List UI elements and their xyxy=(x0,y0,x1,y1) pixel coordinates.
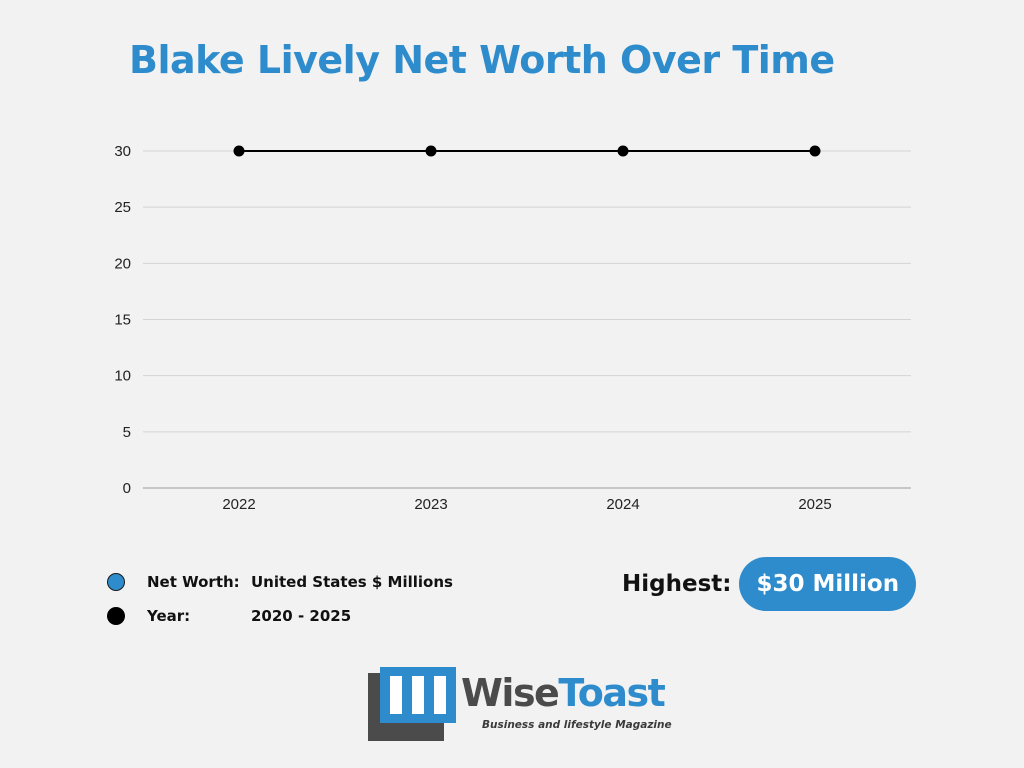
y-tick-label: 15 xyxy=(114,312,131,329)
y-tick-label: 20 xyxy=(114,255,131,272)
y-tick-label: 10 xyxy=(114,368,131,385)
data-point xyxy=(617,145,629,157)
y-tick-label: 5 xyxy=(123,424,131,441)
logo-wordmark: WiseToast xyxy=(461,670,666,716)
data-point xyxy=(425,145,437,157)
logo-name-wise: Wise xyxy=(461,671,560,715)
logo-mark-icon xyxy=(368,667,456,741)
legend-item-net-worth: Net Worth: United States $ Millions xyxy=(107,570,453,594)
x-tick-label: 2024 xyxy=(606,496,639,513)
legend-marker-blue xyxy=(107,573,125,591)
x-tick-label: 2025 xyxy=(798,496,831,513)
highest-label: Highest: xyxy=(622,571,732,597)
legend-value: 2020 - 2025 xyxy=(251,607,352,625)
logo-tagline: Business and lifestyle Magazine xyxy=(482,719,672,731)
y-tick-label: 30 xyxy=(114,143,131,160)
x-tick-label: 2022 xyxy=(222,496,255,513)
x-tick-label: 2023 xyxy=(414,496,447,513)
legend-marker-black xyxy=(107,607,125,625)
highest-callout: Highest: $30 Million xyxy=(622,556,917,612)
chart-title: Blake Lively Net Worth Over Time xyxy=(129,38,835,82)
wisetoast-logo: WiseToast Business and lifestyle Magazin… xyxy=(366,667,672,741)
highest-value-badge: $30 Million xyxy=(739,557,917,611)
logo-name-toast: Toast xyxy=(558,671,665,715)
y-tick-label: 25 xyxy=(114,199,131,216)
data-point xyxy=(809,145,821,157)
legend-label: Net Worth: xyxy=(147,573,240,591)
y-tick-label: 0 xyxy=(123,480,131,497)
data-point xyxy=(233,145,245,157)
legend-value: United States $ Millions xyxy=(251,573,453,591)
legend-label: Year: xyxy=(147,607,191,625)
legend-item-year: Year: 2020 - 2025 xyxy=(107,604,351,628)
